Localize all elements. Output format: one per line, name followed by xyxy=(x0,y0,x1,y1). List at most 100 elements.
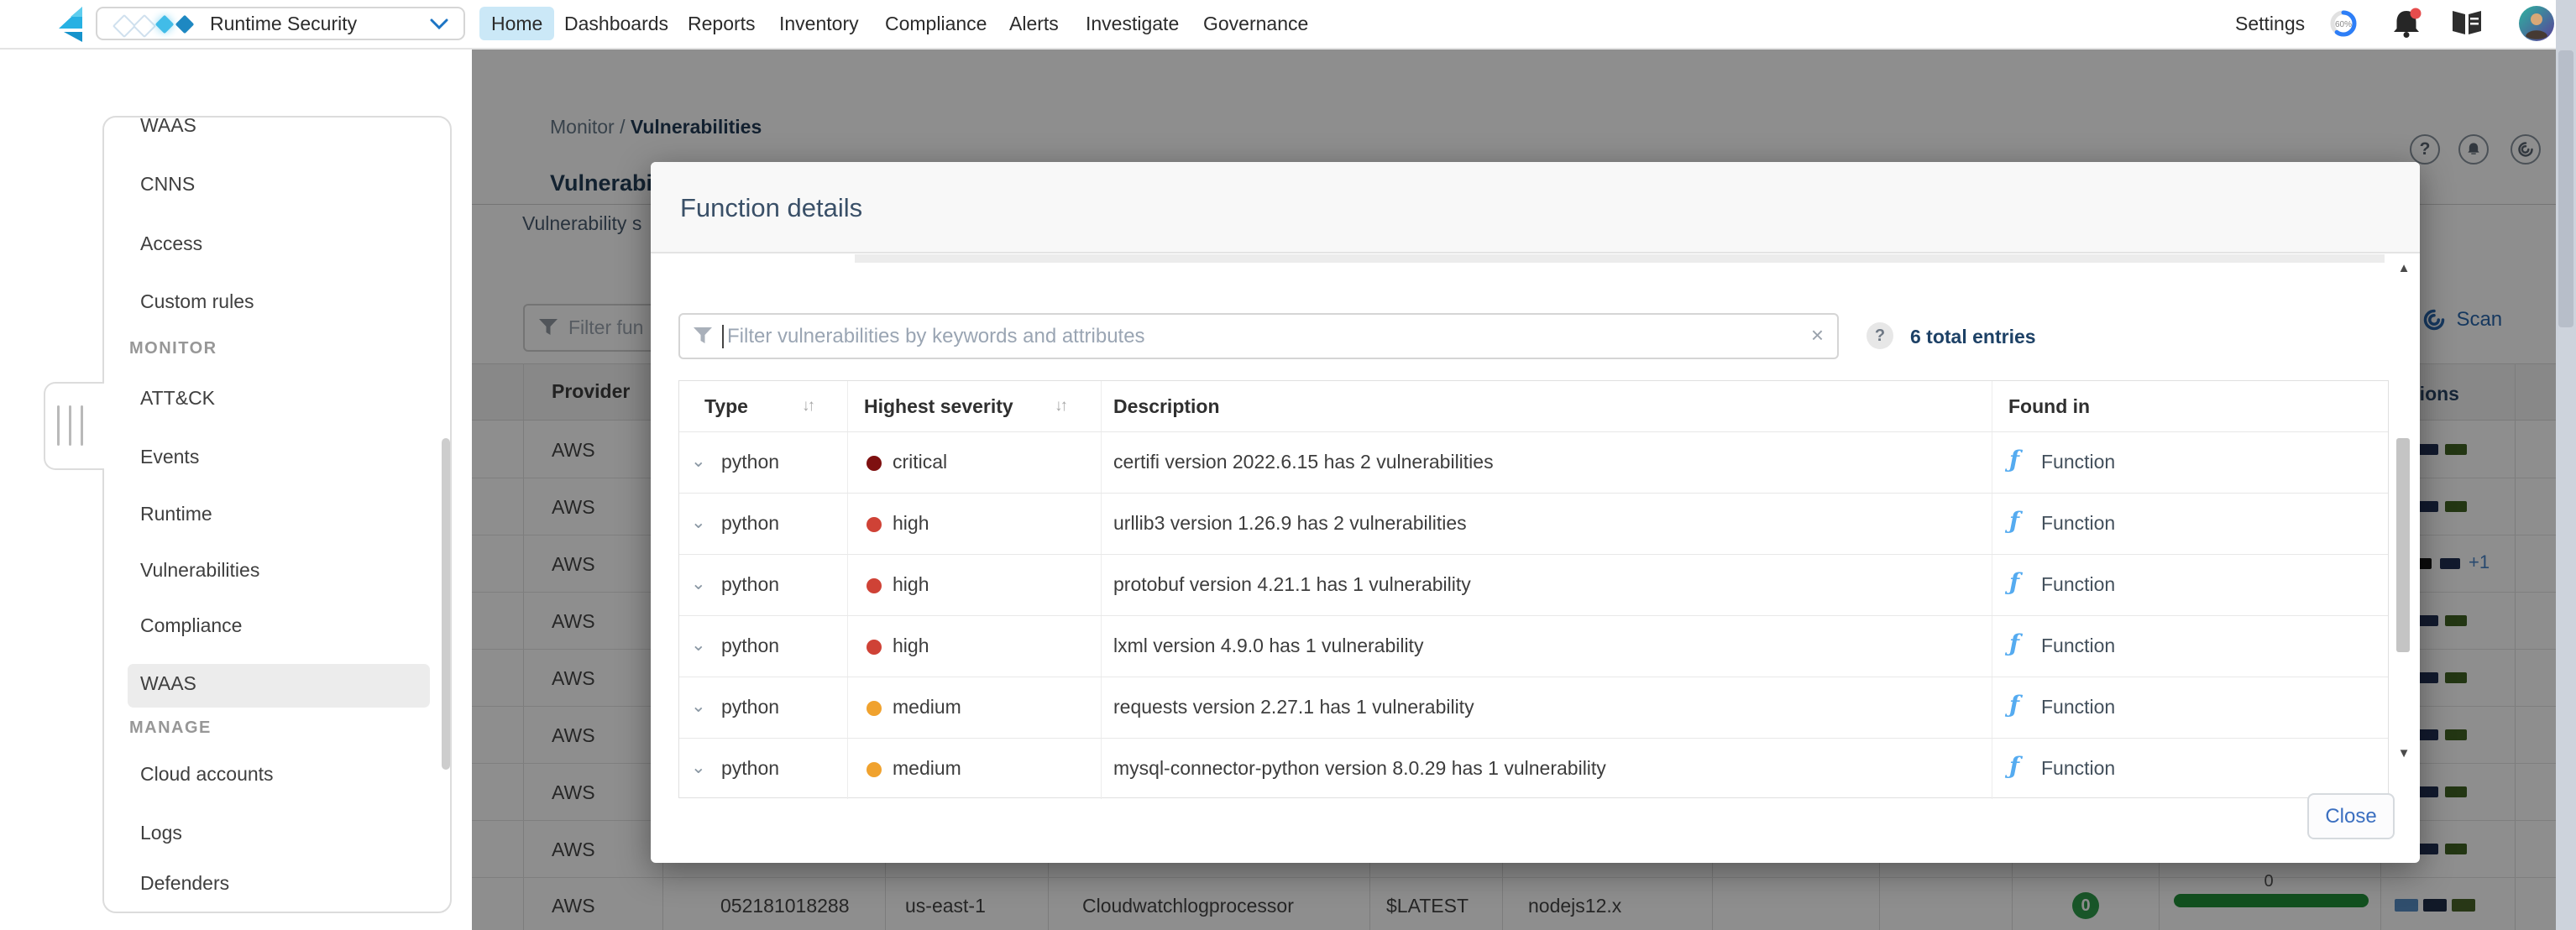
sort-arrows-icon[interactable]: ↓↑ xyxy=(1055,397,1068,415)
function-icon: ƒ xyxy=(2009,752,2020,780)
filter-help-icon[interactable]: ? xyxy=(1867,322,1893,349)
sidebar-item-logs[interactable]: Logs xyxy=(140,822,182,844)
vulnerability-row[interactable]: ⌄ python critical certifi version 2022.6… xyxy=(679,431,2388,494)
vulnerability-row[interactable]: ⌄ python medium requests version 2.27.1 … xyxy=(679,677,2388,739)
product-switcher[interactable]: Runtime Security xyxy=(96,7,465,40)
scan-status-icon[interactable] xyxy=(2511,134,2541,165)
sidebar-scrollbar-thumb[interactable] xyxy=(442,438,450,770)
notifications-bell-icon[interactable] xyxy=(2390,7,2423,40)
credits-progress-ring[interactable]: 60% xyxy=(2329,9,2358,38)
sidebar-item-events[interactable]: Events xyxy=(140,446,200,468)
vulnerability-row[interactable]: ⌄ python medium mysql-connector-python v… xyxy=(679,738,2388,800)
sidebar-item-custom-rules[interactable]: Custom rules xyxy=(140,290,254,312)
expand-chevron-icon[interactable]: ⌄ xyxy=(691,697,706,716)
alerts-bell-icon[interactable] xyxy=(2458,134,2489,165)
provider-cell: AWS xyxy=(552,439,595,461)
tab-home[interactable]: Home xyxy=(479,7,555,40)
row-type: python xyxy=(721,573,780,595)
column-header-found-in[interactable]: Found in xyxy=(2008,395,2091,417)
tab-inventory[interactable]: Inventory xyxy=(779,13,859,34)
sidebar-item-runtime[interactable]: Runtime xyxy=(140,503,212,525)
sidebar-collapse-handle[interactable] xyxy=(44,382,104,470)
docs-book-icon[interactable] xyxy=(2450,8,2484,37)
row-type: python xyxy=(721,757,780,779)
expand-chevron-icon[interactable]: ⌄ xyxy=(691,635,706,655)
user-avatar[interactable] xyxy=(2519,6,2554,41)
row-provider: AWS xyxy=(552,895,595,917)
chevron-down-icon xyxy=(430,18,448,30)
breadcrumb-section[interactable]: Monitor / xyxy=(550,116,631,138)
tab-alerts[interactable]: Alerts xyxy=(1009,13,1059,34)
prisma-logo-icon[interactable] xyxy=(54,5,87,44)
column-header-severity[interactable]: Highest severity xyxy=(864,395,1013,417)
vulnerability-row[interactable]: ⌄ python high urllib3 version 1.26.9 has… xyxy=(679,493,2388,555)
scroll-down-icon[interactable]: ▼ xyxy=(2397,746,2411,760)
clear-filter-icon[interactable]: × xyxy=(1810,322,1824,347)
collection-chip xyxy=(2440,558,2460,569)
expand-chevron-icon[interactable]: ⌄ xyxy=(691,758,706,777)
sidebar-item-defenders[interactable]: Defenders xyxy=(140,872,230,894)
row-runtime: nodejs12.x xyxy=(1528,895,1622,917)
provider-cell: AWS xyxy=(552,781,595,803)
column-header-provider[interactable]: Provider xyxy=(552,380,631,402)
handle-grip-line xyxy=(69,405,71,446)
modal-scrollbar-thumb[interactable] xyxy=(2396,438,2410,652)
settings-button[interactable]: Settings xyxy=(2235,13,2306,34)
expand-chevron-icon[interactable]: ⌄ xyxy=(691,574,706,593)
collection-chip xyxy=(2395,899,2418,912)
row-found-in: Function xyxy=(2041,757,2116,779)
scrolled-content-edge xyxy=(855,254,2385,263)
tab-compliance[interactable]: Compliance xyxy=(885,13,987,34)
sidebar-item-access[interactable]: Access xyxy=(140,232,203,254)
row-account-id: 052181018288 xyxy=(720,895,850,917)
sidebar-item-cnns[interactable]: CNNS xyxy=(140,173,196,195)
row-severity: medium xyxy=(893,757,961,779)
sidebar-item-cloud-accounts[interactable]: Cloud accounts xyxy=(140,763,274,785)
row-found-in: Function xyxy=(2041,635,2116,656)
sidebar-item-waas-monitor[interactable]: WAAS xyxy=(140,672,196,694)
severity-dot xyxy=(867,517,882,532)
function-icon: ƒ xyxy=(2009,630,2020,657)
tab-reports[interactable]: Reports xyxy=(688,13,756,34)
credits-percent-label: 60% xyxy=(2335,20,2352,29)
sidebar-item-compliance[interactable]: Compliance xyxy=(140,614,243,636)
page-scrollbar[interactable] xyxy=(2556,0,2576,930)
severity-dot xyxy=(867,701,882,716)
tab-dashboards[interactable]: Dashboards xyxy=(564,13,669,34)
top-navbar: Runtime Security Home Dashboards Reports… xyxy=(0,0,2576,50)
table-row-line xyxy=(472,877,2556,878)
close-button[interactable]: Close xyxy=(2307,793,2395,839)
filter-placeholder: Filter vulnerabilities by keywords and a… xyxy=(727,325,1145,347)
breadcrumb: Monitor / Vulnerabilities xyxy=(550,116,762,138)
scroll-up-icon[interactable]: ▲ xyxy=(2397,261,2411,275)
tab-investigate[interactable]: Investigate xyxy=(1086,13,1180,34)
collection-chip xyxy=(2445,501,2467,512)
column-header-type[interactable]: Type xyxy=(704,395,748,417)
page-scrollbar-thumb[interactable] xyxy=(2558,50,2573,327)
expand-chevron-icon[interactable]: ⌄ xyxy=(691,452,706,471)
vulnerability-filter-input[interactable]: Filter vulnerabilities by keywords and a… xyxy=(678,313,1839,359)
function-details-modal: Function details Filter vulnerabilities … xyxy=(651,162,2420,863)
row-description: certifi version 2022.6.15 has 2 vulnerab… xyxy=(1113,451,1494,473)
vulnerability-row[interactable]: ⌄ python high protobuf version 4.21.1 ha… xyxy=(679,554,2388,616)
defended-count-badge: 0 xyxy=(2072,892,2099,919)
severity-dot xyxy=(867,762,882,777)
provider-cell: AWS xyxy=(552,667,595,689)
vulnerability-row[interactable]: ⌄ python high lxml version 4.9.0 has 1 v… xyxy=(679,615,2388,677)
help-icon[interactable]: ? xyxy=(2410,134,2440,165)
sidebar-item-vulnerabilities[interactable]: Vulnerabilities xyxy=(140,559,260,581)
sort-arrows-icon[interactable]: ↓↑ xyxy=(802,397,815,415)
row-severity: critical xyxy=(893,451,948,473)
row-found-in: Function xyxy=(2041,451,2116,473)
tab-governance[interactable]: Governance xyxy=(1203,13,1309,34)
collection-chip xyxy=(2445,672,2467,683)
sidebar-item-waas[interactable]: WAAS xyxy=(140,116,196,136)
row-found-in: Function xyxy=(2041,696,2116,718)
sidebar-item-attck[interactable]: ATT&CK xyxy=(140,387,216,409)
notification-dot xyxy=(2410,8,2422,19)
expand-chevron-icon[interactable]: ⌄ xyxy=(691,513,706,532)
scan-button[interactable]: Scan xyxy=(2422,308,2502,332)
collection-chip xyxy=(2416,672,2438,683)
column-header-description[interactable]: Description xyxy=(1113,395,1220,417)
collection-more-badge[interactable]: +1 xyxy=(2469,551,2490,572)
